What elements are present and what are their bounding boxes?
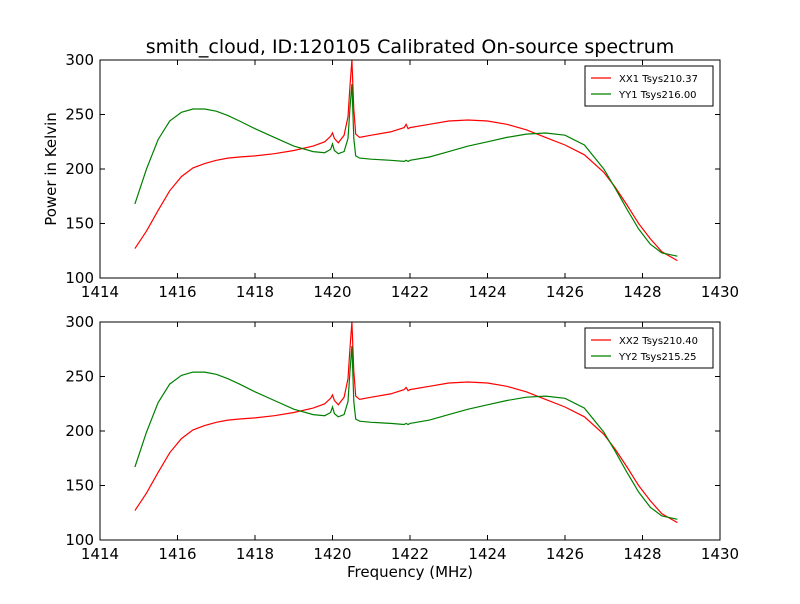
y-tick-label: 200 bbox=[65, 422, 94, 440]
y-tick-label: 250 bbox=[65, 368, 94, 386]
y-tick-label: 300 bbox=[65, 313, 94, 331]
legend-box bbox=[584, 327, 714, 369]
x-tick-label: 1420 bbox=[313, 283, 351, 301]
series-group bbox=[134, 322, 678, 524]
x-tick-label: 1416 bbox=[158, 283, 196, 301]
x-tick-label: 1414 bbox=[81, 283, 119, 301]
x-tick-label: 1416 bbox=[158, 545, 196, 563]
legend-label: YY2 Tsys215.25 bbox=[618, 352, 697, 363]
series-line-xx2 bbox=[134, 322, 678, 524]
x-tick-label: 1424 bbox=[468, 545, 506, 563]
x-tick-label: 1422 bbox=[391, 545, 429, 563]
x-axis-label: Frequency (MHz) bbox=[347, 563, 473, 581]
x-tick-label: 1424 bbox=[468, 283, 506, 301]
y-tick-label: 300 bbox=[65, 51, 94, 69]
y-axis-label: Power in Kelvin bbox=[42, 112, 60, 226]
panel-2: 1414 1416 1418 1420 1422 1424 1426 1428 1430 100 1… bbox=[65, 313, 739, 581]
y-tick-label: 100 bbox=[65, 269, 94, 287]
legend-box bbox=[584, 65, 714, 107]
series-line-xx1 bbox=[134, 60, 678, 262]
y-tick-label: 100 bbox=[65, 531, 94, 549]
panel-1: 1414 1416 1418 1420 1422 1424 1426 1428 1430 100 1… bbox=[42, 51, 739, 301]
y-tick-label: 200 bbox=[65, 160, 94, 178]
y-tick-label: 250 bbox=[65, 106, 94, 124]
x-tick-label: 1428 bbox=[623, 545, 661, 563]
legend-label: XX1 Tsys210.37 bbox=[619, 74, 698, 85]
x-tick-label: 1420 bbox=[313, 545, 351, 563]
legend: XX2 Tsys210.40 YY2 Tsys215.25 bbox=[584, 327, 714, 369]
y-tick-label: 150 bbox=[65, 477, 94, 495]
series-line-yy2 bbox=[134, 345, 678, 520]
x-tick-label: 1414 bbox=[81, 545, 119, 563]
x-tick-label: 1430 bbox=[701, 545, 739, 563]
x-tick-label: 1428 bbox=[623, 283, 661, 301]
x-tick-label: 1418 bbox=[236, 545, 274, 563]
x-tick-label: 1426 bbox=[546, 545, 584, 563]
x-tick-label: 1430 bbox=[701, 283, 739, 301]
legend: XX1 Tsys210.37 YY1 Tsys216.00 bbox=[584, 65, 714, 107]
x-tick-label: 1426 bbox=[546, 283, 584, 301]
chart-title: smith_cloud, ID:120105 Calibrated On-sou… bbox=[146, 36, 675, 58]
x-tick-label: 1422 bbox=[391, 283, 429, 301]
legend-label: XX2 Tsys210.40 bbox=[619, 336, 698, 347]
series-line-yy1 bbox=[134, 83, 678, 257]
series-group bbox=[134, 60, 678, 262]
y-tick-label: 150 bbox=[65, 215, 94, 233]
legend-label: YY1 Tsys216.00 bbox=[618, 90, 697, 101]
panels: 1414 1416 1418 1420 1422 1424 1426 1428 14301001… bbox=[42, 51, 739, 581]
x-tick-label: 1418 bbox=[236, 283, 274, 301]
